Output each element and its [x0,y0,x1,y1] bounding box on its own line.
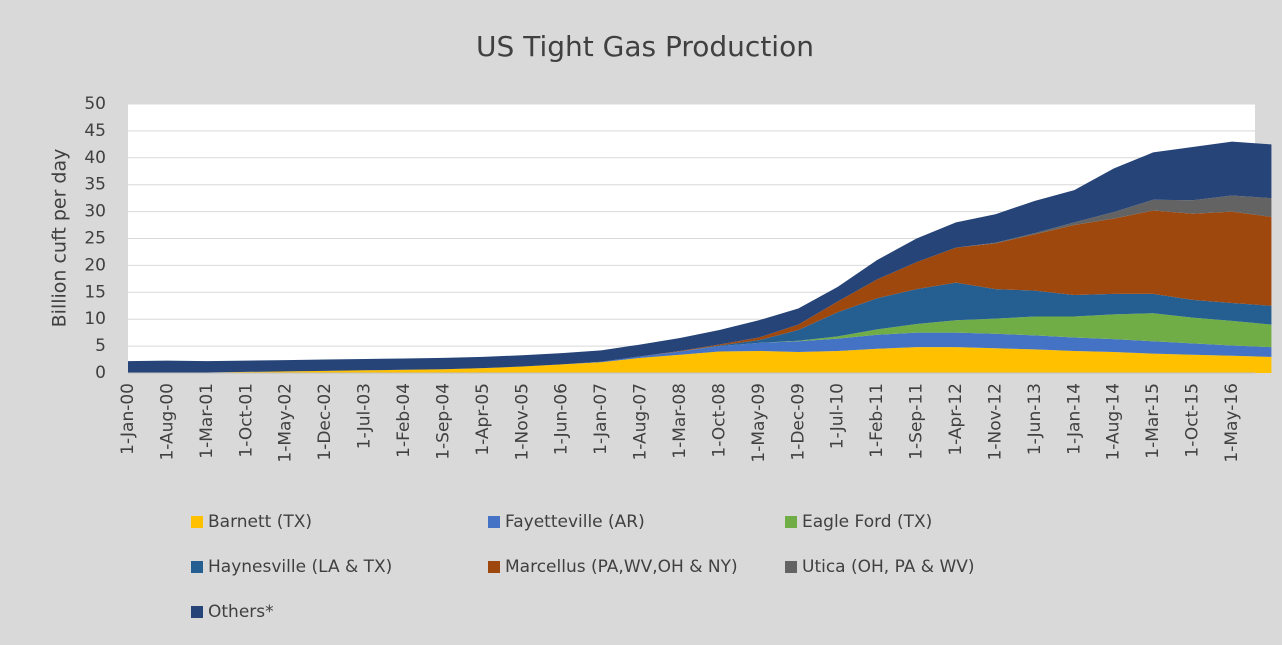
legend-swatch [488,516,500,528]
chart-title: US Tight Gas Production [476,30,814,63]
y-tick-label: 35 [84,175,106,195]
y-axis-label: Billion cuft per day [49,149,71,328]
x-tick-label: 1-Apr-12 [946,383,966,456]
x-tick-label: 1-Oct-15 [1183,383,1203,458]
legend-swatch [191,606,203,618]
y-tick-label: 10 [84,309,106,329]
x-tick-label: 1-May-16 [1222,383,1242,463]
legend-label: Eagle Ford (TX) [802,512,932,532]
area [128,141,1272,373]
x-tick-label: 1-Mar-01 [197,383,217,459]
area [128,313,1272,373]
legend-swatch [785,516,797,528]
x-tick-label: 1-Nov-12 [985,383,1005,460]
legend-label: Utica (OH, PA & WV) [802,557,975,577]
area [128,282,1272,373]
y-tick-label: 50 [84,94,106,114]
x-tick-label: 1-Mar-15 [1143,383,1163,459]
legend-swatch [785,561,797,573]
x-tick-label: 1-Jul-10 [828,383,848,449]
x-tick-label: 1-Aug-14 [1104,383,1124,461]
x-tick-label: 1-Jun-13 [1025,383,1045,455]
x-tick-label: 1-Aug-07 [631,383,651,461]
x-tick-label: 1-Sep-11 [907,383,927,460]
x-tick-label: 1-Feb-11 [867,383,887,458]
legend-label: Marcellus (PA,WV,OH & NY) [505,557,738,577]
x-tick-label: 1-Mar-08 [670,383,690,459]
y-tick-label: 0 [95,363,106,383]
area [128,347,1272,373]
x-tick-label: 1-Aug-00 [157,383,177,461]
x-tick-label: 1-Apr-05 [473,383,493,456]
legend-swatch [191,561,203,573]
area [128,332,1272,373]
x-tick-label: 1-May-02 [276,383,296,463]
x-tick-label: 1-Oct-08 [709,383,729,458]
y-tick-label: 40 [84,148,106,168]
x-tick-label: 1-Jul-03 [355,383,375,449]
y-tick-label: 25 [84,229,106,249]
x-tick-label: 1-Jan-00 [118,383,138,455]
legend-label: Haynesville (LA & TX) [208,557,392,577]
area [128,210,1272,373]
x-tick-label: 1-Dec-09 [788,383,808,461]
legend-label: Fayetteville (AR) [505,512,645,532]
x-tick-label: 1-Jun-06 [552,383,572,455]
y-tick-label: 30 [84,202,106,222]
x-tick-label: 1-Nov-05 [512,383,532,460]
x-tick-label: 1-Sep-04 [433,383,453,460]
legend-swatch [488,561,500,573]
y-tick-label: 20 [84,255,106,275]
x-tick-label: 1-Feb-04 [394,383,414,458]
legend-swatch [191,516,203,528]
y-tick-label: 15 [84,282,106,302]
x-tick-label: 1-Jan-07 [591,383,611,455]
y-tick-label: 5 [95,336,106,356]
x-tick-label: 1-Oct-01 [236,383,256,458]
y-tick-label: 45 [84,121,106,141]
x-tick-label: 1-Dec-02 [315,383,335,461]
x-tick-label: 1-May-09 [749,383,769,463]
legend-label: Others* [208,602,274,622]
legend-label: Barnett (TX) [208,512,312,532]
x-tick-label: 1-Jan-14 [1064,383,1084,455]
